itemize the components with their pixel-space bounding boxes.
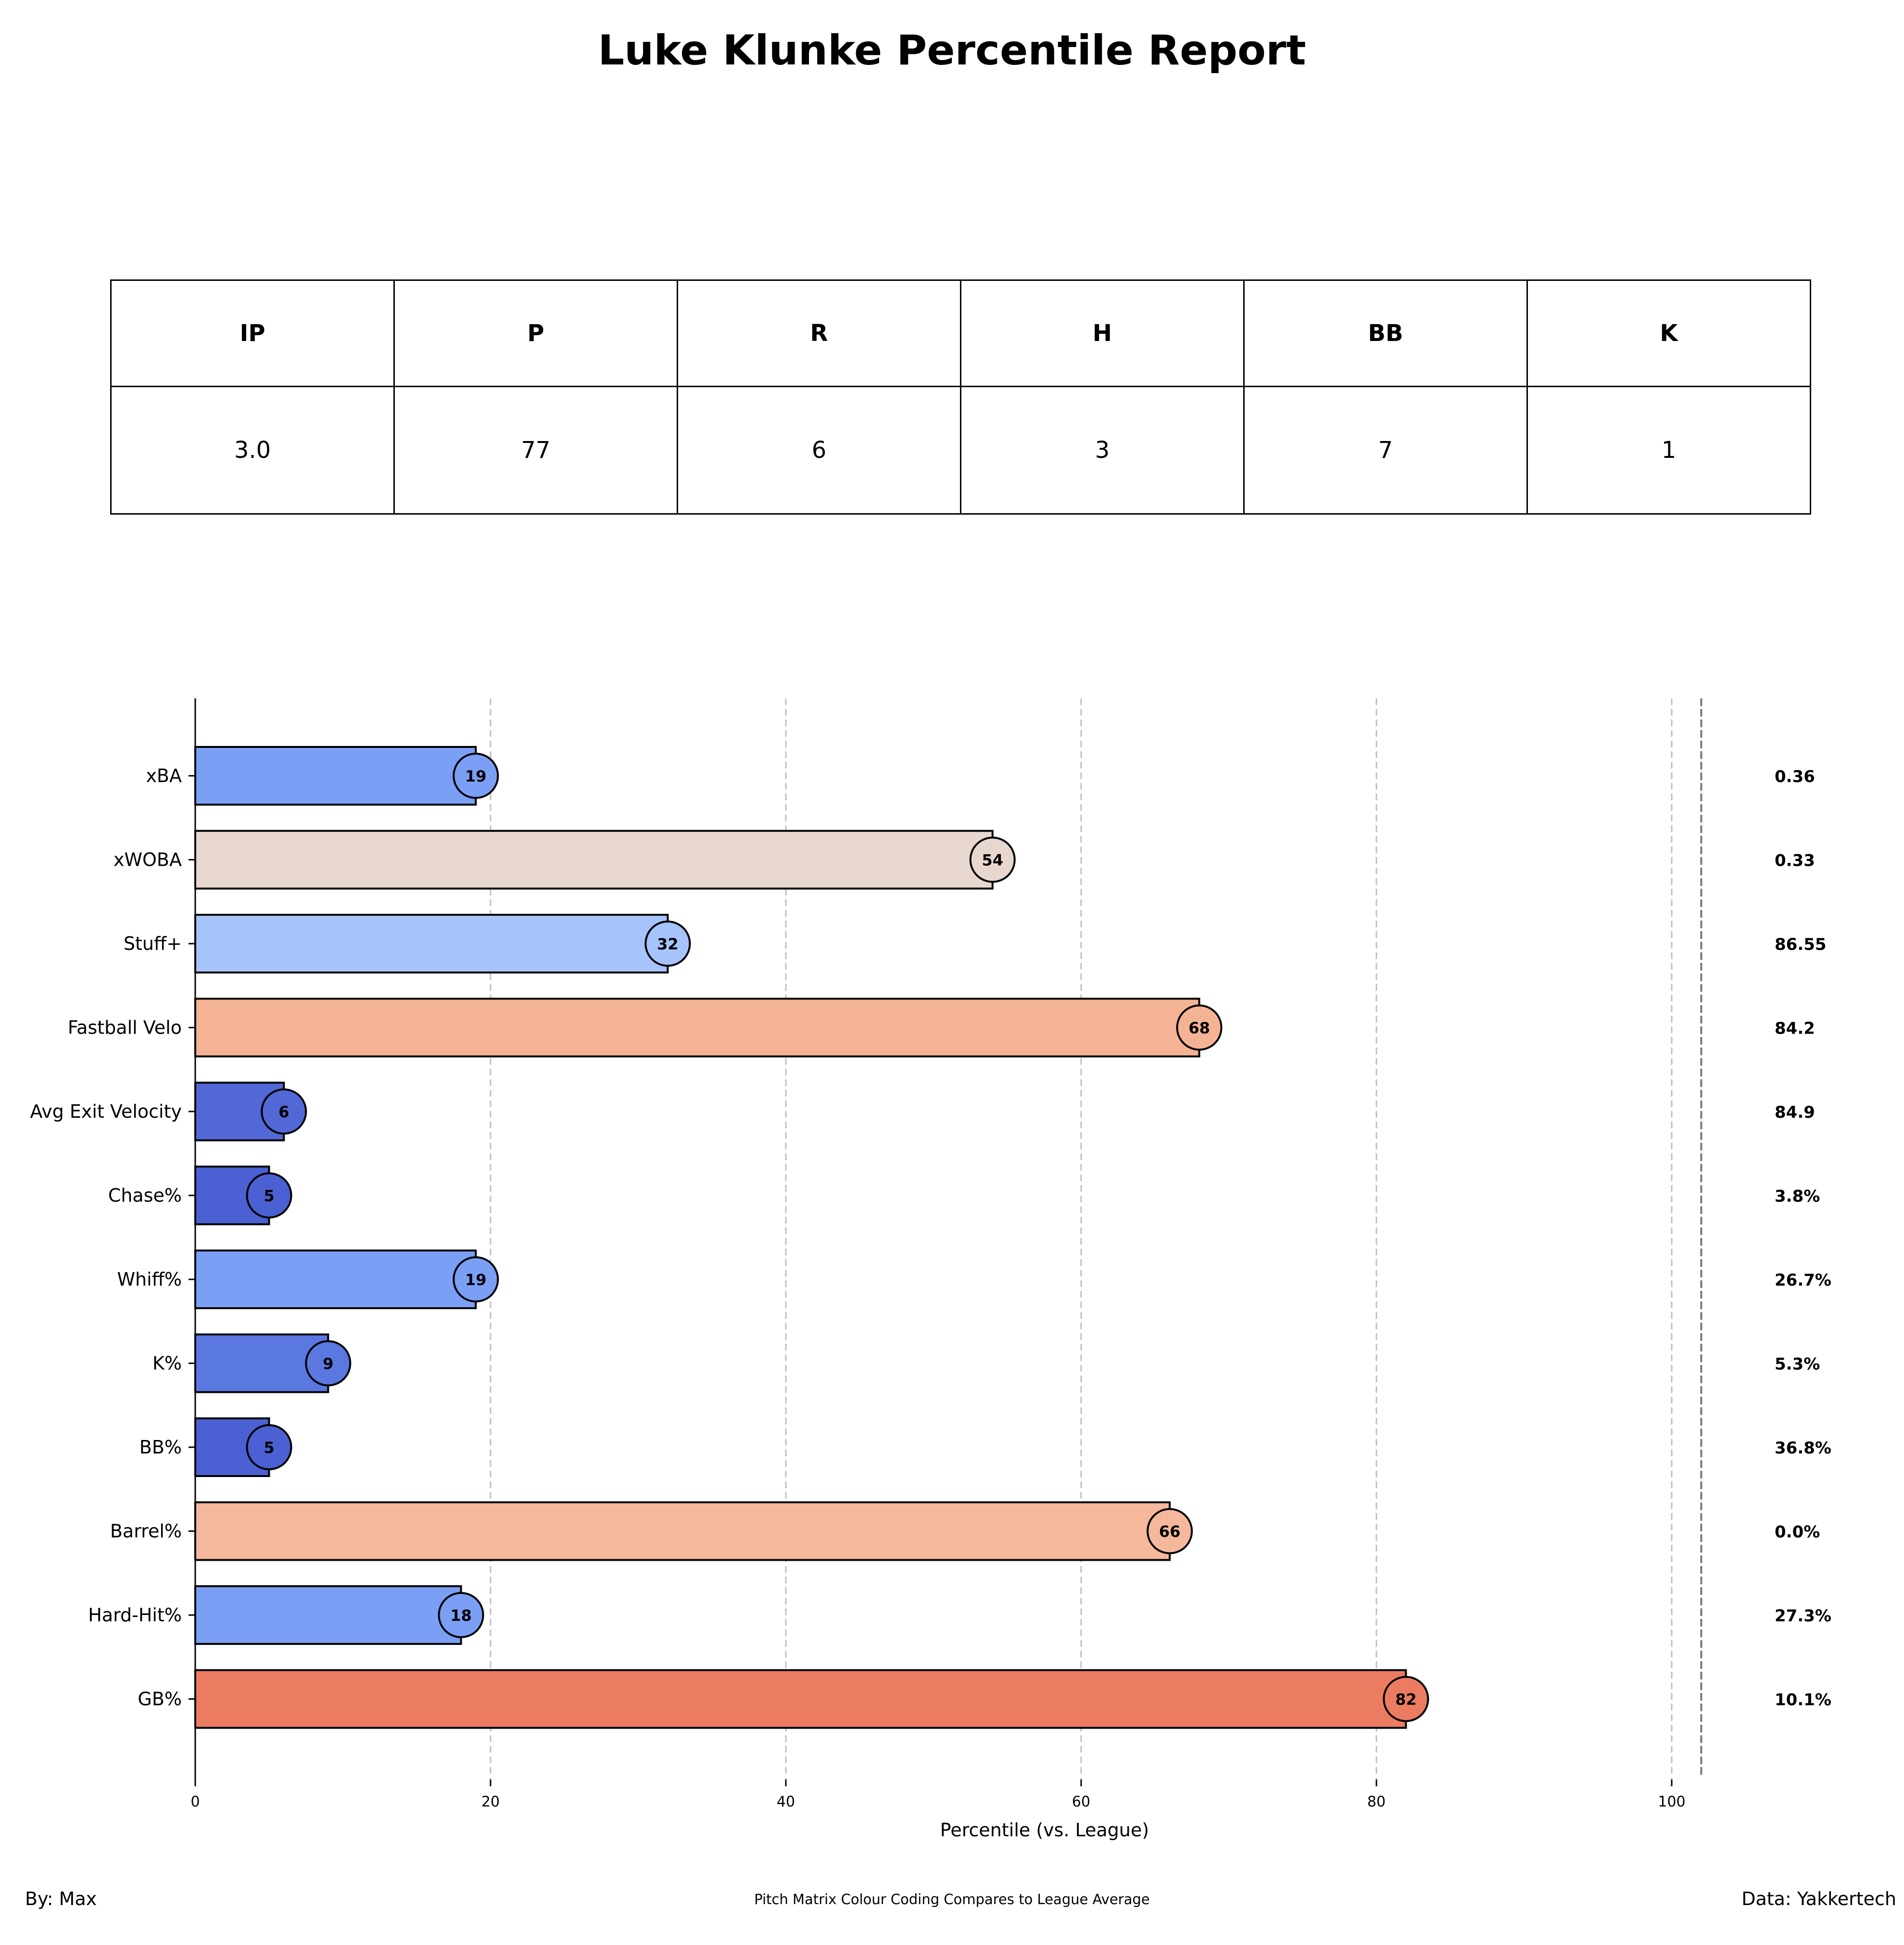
data-label: 19 [465, 767, 487, 785]
x-tick-label-40: 40 [777, 1793, 795, 1810]
stat-value-label: 84.2 [1775, 1019, 1815, 1038]
bar [194, 1250, 477, 1309]
chart-title: Luke Klunke Percentile Report [598, 26, 1306, 75]
stat-value-label: 10.1% [1775, 1691, 1831, 1710]
stat-value-label: 5.3% [1775, 1355, 1820, 1374]
y-tick-label: GB% [138, 1689, 182, 1710]
data-label: 68 [1188, 1019, 1210, 1037]
bar-end-marker [305, 1340, 352, 1387]
footer-note: Pitch Matrix Colour Coding Compares to L… [754, 1891, 1150, 1907]
y-tick-label: Chase% [108, 1185, 182, 1206]
bar-end-marker [453, 1256, 499, 1302]
y-tick-label: Barrel% [110, 1521, 182, 1542]
bar [194, 998, 1200, 1058]
data-label: 6 [278, 1103, 289, 1121]
bar-end-marker [246, 1172, 292, 1219]
data-label: 82 [1395, 1691, 1417, 1709]
y-tick-label: Hard-Hit% [88, 1604, 182, 1626]
stat-value-label: 0.0% [1775, 1523, 1820, 1542]
bar [194, 746, 477, 806]
stat-value-label: 27.3% [1775, 1606, 1831, 1626]
x-tick-label-80: 80 [1367, 1793, 1386, 1810]
x-tick-label-60: 60 [1072, 1793, 1090, 1810]
stats-header-h: H [960, 279, 1245, 387]
bar-end-marker [1176, 1004, 1223, 1051]
y-tick-label: Avg Exit Velocity [30, 1101, 182, 1122]
bar-end-marker [438, 1592, 484, 1638]
stats-header-r: R [677, 279, 961, 387]
axes: 0 20 40 60 80 100 xBA xWOBA Stuff+ Fastball Velo A… [30, 698, 1686, 1810]
y-tick-label: xWOBA [113, 849, 182, 871]
bar [194, 830, 994, 890]
bar [194, 914, 669, 973]
y-tick-label: BB% [139, 1437, 182, 1458]
stats-header-ip: IP [110, 279, 395, 387]
stats-value-r: 6 [677, 386, 961, 515]
y-tick-label: xBA [146, 765, 182, 786]
y-tick-label: K% [152, 1353, 182, 1374]
bar-end-marker [969, 836, 1016, 883]
bar-end-marker [453, 753, 499, 799]
x-axis-label: Percentile (vs. League) [940, 1819, 1149, 1841]
data-label: 66 [1159, 1523, 1181, 1541]
footer-author: By: Max [25, 1888, 97, 1909]
y-tick-label: Fastball Velo [68, 1017, 182, 1038]
data-label: 19 [465, 1271, 487, 1289]
bars: 19 0.36 54 0.33 32 86.55 68 84.2 6 84.9 5 3.8% 19 26.… [194, 746, 1831, 1729]
x-tick-label-20: 20 [481, 1793, 500, 1810]
stats-value-bb: 7 [1243, 386, 1528, 515]
stats-header-k: K [1526, 279, 1811, 387]
bar [194, 1585, 462, 1645]
bar-end-marker [261, 1088, 307, 1135]
stats-value-row: 3.0 77 6 3 7 1 [110, 386, 1811, 515]
y-tick-label: Stuff+ [124, 933, 182, 954]
stats-value-p: 77 [393, 386, 678, 515]
stats-value-k: 1 [1526, 386, 1811, 515]
stat-value-label: 36.8% [1775, 1439, 1831, 1458]
data-label: 54 [982, 851, 1004, 870]
data-label: 18 [450, 1606, 472, 1625]
stats-header-bb: BB [1243, 279, 1528, 387]
bar-end-marker [644, 921, 691, 967]
data-label: 5 [264, 1187, 274, 1205]
footer-source: Data: Yakkertech [1741, 1888, 1896, 1909]
x-tick-label-0: 0 [190, 1793, 200, 1810]
y-tick-label: Whiff% [117, 1269, 182, 1290]
data-label: 5 [264, 1439, 274, 1457]
stat-value-label: 84.9 [1775, 1103, 1815, 1122]
stat-value-label: 86.55 [1775, 935, 1827, 954]
stats-header-row: IP P R H BB K [110, 279, 1811, 387]
bar-end-marker [246, 1424, 292, 1470]
stat-value-label: 3.8% [1775, 1187, 1820, 1206]
data-label: 32 [657, 935, 679, 953]
data-label: 9 [323, 1355, 333, 1373]
bar [194, 1669, 1407, 1729]
bar-end-marker [1147, 1508, 1193, 1554]
bar-end-marker [1383, 1676, 1429, 1722]
x-tick-label-100: 100 [1658, 1793, 1685, 1810]
stats-header-p: P [393, 279, 678, 387]
stats-table: IP P R H BB K 3.0 77 6 3 7 1 [110, 279, 1811, 515]
stat-value-label: 0.36 [1775, 767, 1815, 786]
stat-value-label: 26.7% [1775, 1271, 1831, 1290]
stats-value-h: 3 [960, 386, 1245, 515]
bar [194, 1501, 1171, 1561]
stats-value-ip: 3.0 [110, 386, 395, 515]
stat-value-label: 0.33 [1775, 851, 1815, 871]
